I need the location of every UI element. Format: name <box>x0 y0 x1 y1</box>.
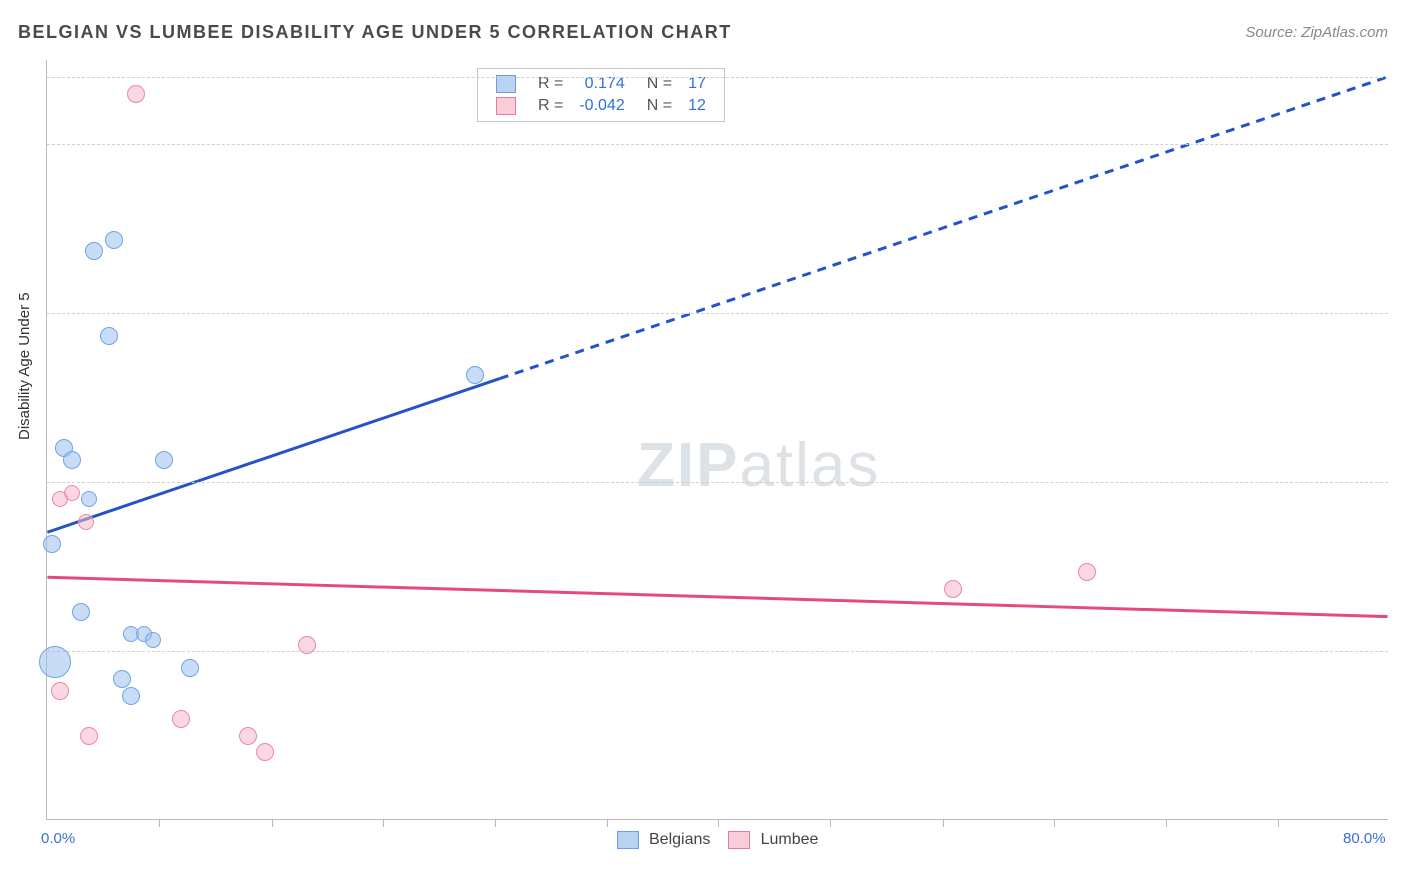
belgians-point <box>155 451 173 469</box>
trend-lines <box>47 60 1388 819</box>
x-tick <box>1166 819 1167 827</box>
lumbee-point <box>127 85 145 103</box>
legend-label: Lumbee <box>761 831 819 848</box>
chart-title: BELGIAN VS LUMBEE DISABILITY AGE UNDER 5… <box>18 22 732 43</box>
lumbee-point <box>52 491 68 507</box>
belgians-point <box>100 327 118 345</box>
x-tick-label: 80.0% <box>1343 830 1386 847</box>
lumbee-point <box>239 727 257 745</box>
lumbee-point <box>256 743 274 761</box>
gridline <box>47 77 1388 78</box>
x-tick <box>718 819 719 827</box>
watermark: ZIPatlas <box>637 430 880 501</box>
x-tick-label: 0.0% <box>41 830 75 847</box>
gridline <box>47 482 1388 483</box>
legend-swatch <box>728 831 750 849</box>
x-tick <box>943 819 944 827</box>
series-legend: Belgians Lumbee <box>47 831 1388 849</box>
lumbee-point <box>80 727 98 745</box>
x-tick <box>1054 819 1055 827</box>
lumbee-point <box>298 636 316 654</box>
belgians-point <box>145 632 161 648</box>
x-tick <box>1278 819 1279 827</box>
belgians-point <box>113 670 131 688</box>
gridline <box>47 313 1388 314</box>
belgians-point <box>39 646 71 678</box>
chart-source: Source: ZipAtlas.com <box>1245 24 1388 41</box>
x-tick <box>830 819 831 827</box>
belgians-point <box>122 687 140 705</box>
belgians-trendline <box>47 379 499 533</box>
lumbee-trendline <box>47 577 1387 616</box>
belgians-point <box>63 451 81 469</box>
x-tick <box>607 819 608 827</box>
belgians-point <box>181 659 199 677</box>
x-tick <box>495 819 496 827</box>
y-axis-label: Disability Age Under 5 <box>16 292 33 440</box>
belgians-point <box>72 603 90 621</box>
belgians-point <box>466 366 484 384</box>
x-tick <box>159 819 160 827</box>
belgians-point <box>43 535 61 553</box>
legend-swatch <box>617 831 639 849</box>
x-tick <box>272 819 273 827</box>
lumbee-point <box>1078 563 1096 581</box>
lumbee-point <box>78 514 94 530</box>
lumbee-point <box>172 710 190 728</box>
gridline <box>47 144 1388 145</box>
lumbee-point <box>51 682 69 700</box>
belgians-point <box>85 242 103 260</box>
gridline <box>47 651 1388 652</box>
belgians-point <box>81 491 97 507</box>
belgians-point <box>105 231 123 249</box>
lumbee-point <box>944 580 962 598</box>
legend-label: Belgians <box>649 831 710 848</box>
scatter-plot: ZIPatlas R =0.174N =17R =-0.042N =12 Bel… <box>46 60 1388 820</box>
x-tick <box>383 819 384 827</box>
chart-header: BELGIAN VS LUMBEE DISABILITY AGE UNDER 5… <box>18 22 1388 43</box>
